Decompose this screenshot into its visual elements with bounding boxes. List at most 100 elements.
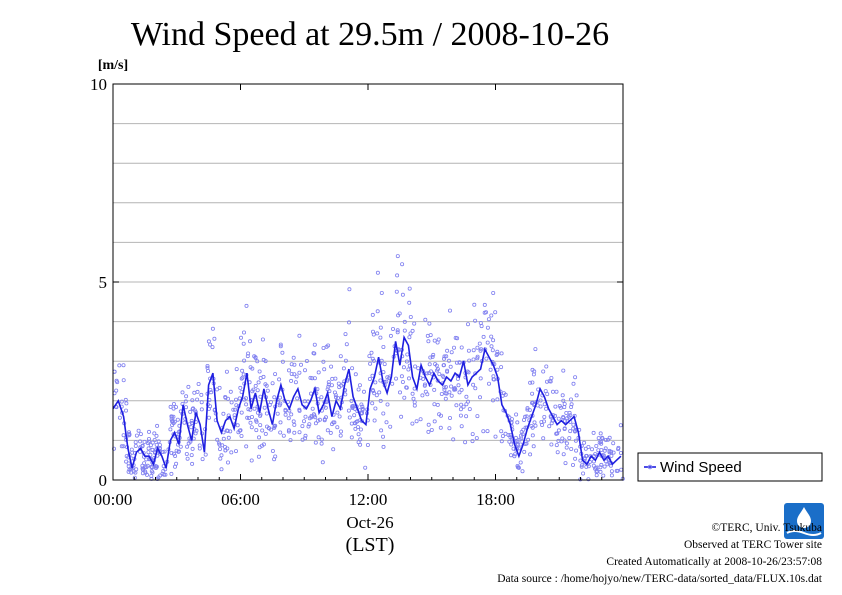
data-point [426, 429, 431, 434]
data-point [553, 404, 558, 409]
data-point [312, 376, 317, 381]
data-point [124, 401, 129, 406]
data-point [199, 400, 204, 405]
data-point [278, 430, 283, 435]
data-point [188, 409, 193, 414]
data-point [190, 461, 195, 466]
data-point [569, 404, 574, 409]
data-point [530, 380, 535, 385]
data-point [138, 432, 143, 437]
data-point [539, 420, 544, 425]
data-point [561, 452, 566, 457]
data-point [567, 436, 572, 441]
data-point [590, 447, 595, 452]
data-point [180, 390, 185, 395]
data-point [370, 329, 375, 334]
data-point [297, 408, 302, 413]
data-point [225, 460, 230, 465]
data-point [598, 431, 603, 436]
data-point [611, 450, 616, 455]
data-point [427, 362, 432, 367]
data-point [359, 410, 364, 415]
data-point [512, 454, 517, 459]
data-point [190, 446, 195, 451]
data-point [445, 348, 450, 353]
data-point [249, 458, 254, 463]
data-point [185, 444, 190, 449]
data-point [381, 344, 386, 349]
data-point [241, 330, 246, 335]
data-point [184, 451, 189, 456]
data-point [532, 420, 537, 425]
data-point [263, 431, 268, 436]
data-point [239, 376, 244, 381]
data-point [233, 407, 238, 412]
data-point [365, 442, 370, 447]
data-point [465, 322, 470, 327]
data-point [562, 438, 567, 443]
data-point [490, 348, 495, 353]
data-point [144, 472, 149, 477]
data-point [433, 362, 438, 367]
data-point [464, 414, 469, 419]
data-point [272, 425, 277, 430]
data-point [192, 390, 197, 395]
data-point [360, 404, 365, 409]
data-point [289, 362, 294, 367]
data-point [579, 464, 584, 469]
data-point [554, 443, 559, 448]
data-point [243, 396, 248, 401]
data-point [316, 435, 321, 440]
data-point [430, 354, 435, 359]
data-point [425, 392, 430, 397]
data-point [432, 419, 437, 424]
data-point [495, 351, 500, 356]
data-point [538, 398, 543, 403]
data-point [297, 370, 302, 375]
data-point [291, 355, 296, 360]
data-point [519, 429, 524, 434]
data-point [560, 436, 565, 441]
data-point [481, 334, 486, 339]
data-point [208, 342, 213, 347]
data-point [486, 317, 491, 322]
data-point [441, 356, 446, 361]
data-point [571, 462, 576, 467]
data-point [603, 446, 608, 451]
data-point [331, 420, 336, 425]
data-point [541, 436, 546, 441]
data-point [253, 355, 258, 360]
data-point [371, 358, 376, 363]
data-point [408, 331, 413, 336]
data-point [553, 413, 558, 418]
data-point [184, 394, 189, 399]
data-point [569, 446, 574, 451]
data-point [210, 326, 215, 331]
data-point [233, 449, 238, 454]
data-point [349, 398, 354, 403]
data-point [568, 429, 573, 434]
data-point [530, 400, 535, 405]
data-point [475, 356, 480, 361]
data-point [286, 429, 291, 434]
data-point [499, 439, 504, 444]
data-point [322, 367, 327, 372]
data-point [560, 393, 565, 398]
data-point [249, 425, 254, 430]
data-point [221, 436, 226, 441]
data-point [449, 393, 454, 398]
data-point [558, 405, 563, 410]
data-point [197, 446, 202, 451]
data-point [246, 416, 251, 421]
data-point [150, 447, 155, 452]
data-point [234, 367, 239, 372]
data-point [426, 422, 431, 427]
data-point [583, 446, 588, 451]
data-point [316, 370, 321, 375]
data-point [399, 374, 404, 379]
data-point [312, 351, 317, 356]
data-point [493, 434, 498, 439]
data-point [513, 435, 518, 440]
data-point [128, 466, 133, 471]
data-point [603, 437, 608, 442]
